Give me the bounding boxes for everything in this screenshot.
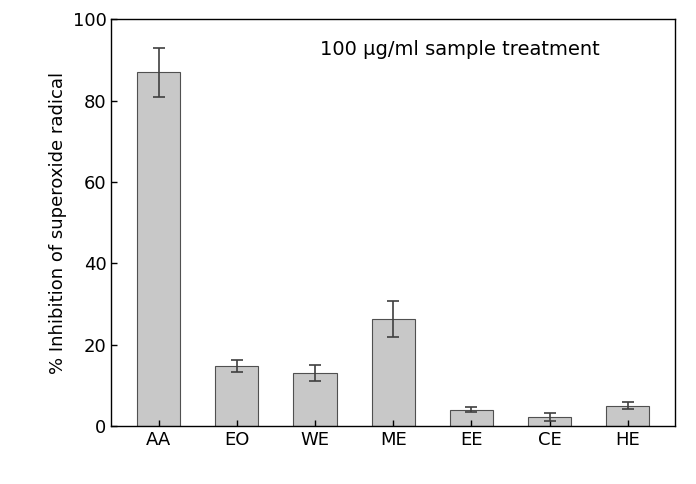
Bar — [450, 409, 493, 426]
Bar — [137, 72, 180, 426]
Text: 100 μg/ml sample treatment: 100 μg/ml sample treatment — [320, 40, 600, 59]
Bar — [372, 319, 415, 426]
Bar — [294, 373, 336, 426]
Y-axis label: % Inhibition of superoxide radical: % Inhibition of superoxide radical — [49, 72, 67, 374]
Bar — [528, 417, 571, 426]
Bar — [606, 406, 649, 426]
Bar — [215, 366, 258, 426]
